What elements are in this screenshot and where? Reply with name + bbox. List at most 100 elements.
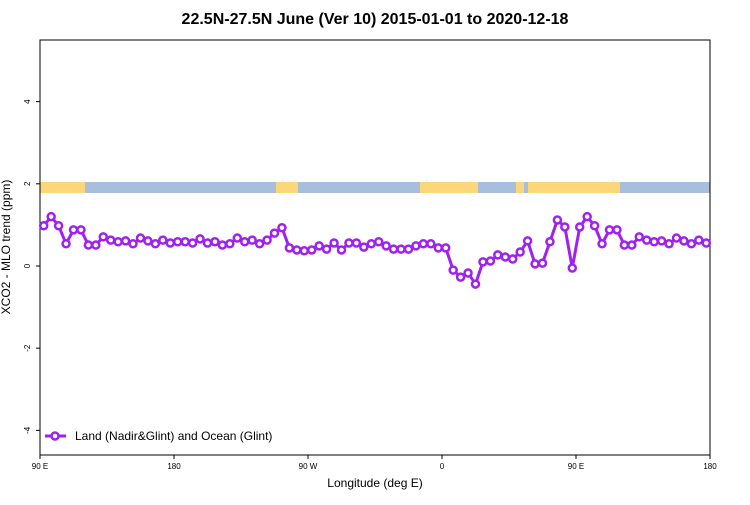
data-point [515, 247, 525, 257]
data-point [210, 236, 220, 247]
data-point [522, 236, 533, 246]
data-point [433, 243, 444, 253]
y-tick-label: 0 [23, 263, 32, 268]
data-point [530, 259, 540, 269]
data-point [537, 258, 548, 268]
data-point [225, 239, 235, 249]
data-point [567, 263, 578, 273]
data-point [478, 257, 488, 267]
data-point [314, 241, 324, 251]
data-point [165, 238, 176, 248]
data-point [388, 244, 399, 254]
data-point [306, 245, 317, 255]
data-point [83, 240, 94, 250]
data-point [604, 225, 615, 235]
data-point [158, 235, 168, 245]
data-point [53, 220, 64, 231]
data-point [552, 215, 563, 225]
data-point [373, 236, 384, 247]
legend-label: Land (Nadir&Glint) and Ocean (Glint) [75, 429, 272, 443]
data-point [597, 239, 607, 249]
data-point [634, 232, 645, 242]
data-point [336, 245, 347, 255]
x-tick-label: 0 [440, 462, 445, 471]
data-point [589, 220, 600, 231]
data-point [649, 236, 659, 247]
data-point [500, 252, 511, 262]
y-tick-label: -2 [23, 344, 32, 352]
data-point [418, 239, 429, 249]
data-point [656, 236, 667, 246]
map-strip [40, 182, 710, 193]
data-point [455, 272, 466, 282]
data-point [120, 236, 131, 246]
data-point [381, 241, 391, 251]
data-point [359, 242, 369, 252]
data-point [232, 233, 243, 243]
data-point [172, 236, 183, 247]
data-point [277, 223, 287, 233]
data-point [254, 239, 265, 249]
data-point [299, 246, 310, 256]
x-axis-label: Longitude (deg E) [327, 476, 422, 490]
data-point [239, 236, 250, 247]
data-point [351, 238, 362, 248]
data-point [269, 228, 280, 238]
data-point [217, 240, 228, 250]
data-point [150, 239, 161, 249]
data-point [671, 233, 682, 243]
data-point [612, 225, 622, 235]
y-axis-label: XCO2 - MLO trend (ppm) [0, 180, 13, 315]
data-point [321, 244, 332, 254]
data-point [202, 238, 213, 248]
chart-title: 22.5N-27.5N June (Ver 10) 2015-01-01 to … [182, 11, 569, 28]
data-point [247, 235, 257, 245]
data-point [619, 240, 630, 250]
data-point [98, 232, 109, 242]
data-point [545, 236, 555, 247]
data-point [61, 239, 71, 249]
data-point [105, 235, 116, 245]
data-point [560, 222, 570, 232]
data-point [187, 238, 198, 248]
x-tick-label: 180 [167, 462, 181, 471]
data-point [679, 236, 689, 246]
data-point [470, 279, 481, 289]
data-point [113, 236, 123, 247]
data-point [485, 256, 496, 266]
data-point [664, 239, 674, 249]
data-point [507, 254, 518, 264]
x-tick-label: 90 W [299, 462, 318, 471]
data-point [463, 268, 473, 278]
data-point [701, 238, 712, 248]
data-point [403, 244, 414, 254]
x-tick-label: 180 [703, 462, 717, 471]
plot-frame [39, 39, 711, 456]
data-point [694, 235, 704, 245]
data-point [262, 235, 272, 245]
data-point [426, 239, 436, 249]
data-point [366, 239, 377, 249]
data-point [76, 225, 86, 235]
data-point [641, 235, 652, 245]
data-point [195, 234, 205, 244]
data-point [128, 239, 138, 249]
data-point [574, 222, 585, 232]
data-point [329, 238, 339, 248]
data-point [686, 239, 697, 249]
data-point [135, 233, 146, 243]
data-point [396, 244, 406, 254]
data-point [143, 236, 153, 246]
y-tick-label: 2 [23, 181, 32, 186]
data-point [91, 240, 101, 250]
x-tick-label: 90 E [568, 462, 584, 471]
data-point [493, 250, 503, 260]
y-tick-label: -4 [23, 426, 32, 434]
data-point [46, 211, 56, 222]
data-point [344, 238, 354, 248]
data-point [292, 245, 302, 255]
data-point [627, 240, 637, 250]
data-point [411, 241, 421, 251]
data-point [38, 220, 49, 231]
